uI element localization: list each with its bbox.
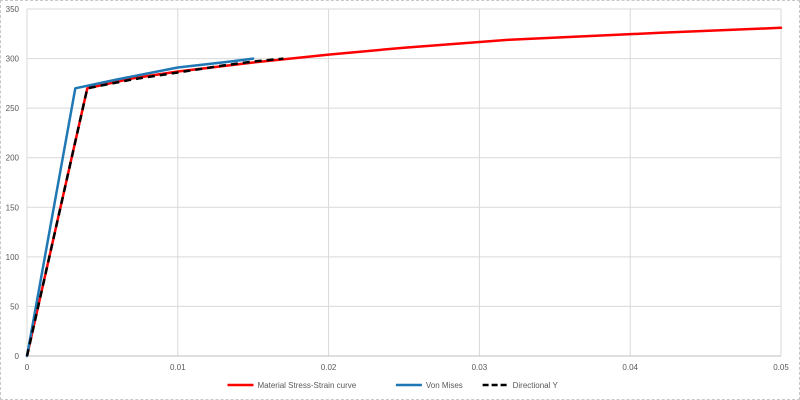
legend-label-3: Directional Y [513, 381, 559, 390]
series-line-2 [25, 57, 255, 358]
y-tick-label: 250 [6, 104, 20, 113]
series-lines [25, 26, 783, 358]
series-line-1 [25, 26, 783, 358]
x-tick-label: 0.04 [622, 363, 638, 372]
y-tick-label: 0 [15, 352, 20, 361]
x-tick-label: 0.05 [773, 363, 789, 372]
x-tick-label: 0.01 [170, 363, 186, 372]
series-line-3 [25, 57, 284, 357]
legend-label-2: Von Mises [426, 381, 463, 390]
legend: Material Stress-Strain curve Von Mises Dir… [227, 381, 559, 390]
y-tick-label: 350 [6, 5, 20, 14]
axes [26, 9, 781, 357]
x-tick-label: 0.02 [321, 363, 337, 372]
legend-label-1: Material Stress-Strain curve [258, 381, 357, 390]
gridlines [26, 8, 782, 357]
y-tick-label: 300 [6, 55, 20, 64]
x-tick-label: 0 [25, 363, 30, 372]
y-tick-label: 150 [6, 203, 20, 212]
y-tick-label: 50 [10, 302, 19, 311]
y-tick-label: 200 [6, 154, 20, 163]
x-axis-ticks: 0 0.01 0.02 0.03 0.04 0.05 [25, 363, 790, 372]
x-tick-label: 0.03 [472, 363, 488, 372]
y-axis-ticks: 0 50 100 150 200 250 300 350 [6, 5, 20, 361]
y-tick-label: 100 [6, 253, 20, 262]
